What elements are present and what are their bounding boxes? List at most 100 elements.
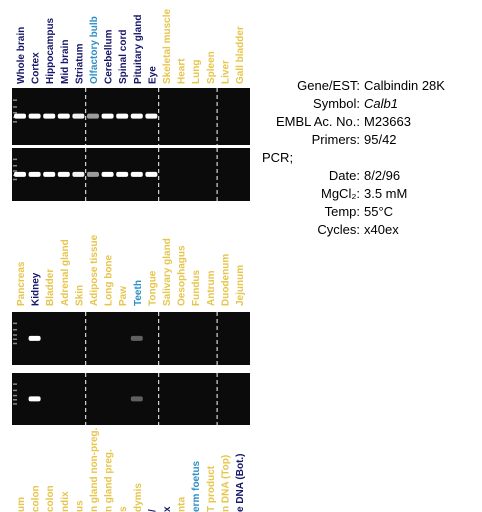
lane-label: Striatum: [74, 43, 85, 84]
band: [130, 171, 143, 177]
lane-label: nta: [177, 497, 188, 512]
lane-label: Cortex: [31, 52, 42, 84]
lane-label: Gall bladder: [235, 26, 246, 84]
lane-label: Skin: [74, 285, 85, 306]
band: [57, 113, 70, 119]
info-label: Temp:: [325, 204, 360, 219]
lane-label: Pituitary gland: [133, 15, 144, 84]
band: [28, 335, 41, 341]
band: [28, 113, 41, 119]
lane-label: Salivary gland: [162, 238, 173, 306]
info-value: 8/2/96: [364, 168, 400, 183]
lane-label: Tongue: [147, 270, 158, 306]
lane-label: erm foetus: [191, 460, 202, 512]
band: [145, 171, 158, 177]
info-value: 95/42: [364, 132, 397, 147]
pcr-heading: PCR;: [262, 150, 293, 165]
band: [28, 396, 41, 402]
band: [43, 113, 56, 119]
band: [72, 171, 85, 177]
band: [101, 113, 114, 119]
ladder-band: [13, 342, 17, 345]
gel: [12, 373, 250, 425]
lane-label: Fundus: [191, 269, 202, 306]
lane-label: ndix: [60, 491, 71, 512]
ladder-band: [13, 106, 17, 108]
lane-label: Duodenum: [220, 254, 231, 306]
ladder-band: [13, 383, 17, 385]
lane-label: Skeletal muscle: [162, 9, 173, 84]
ladder-band: [13, 328, 17, 331]
lane-label: Jejunum: [235, 265, 246, 306]
ladder-band: [13, 158, 17, 161]
ladder-band: [13, 170, 17, 172]
band: [116, 113, 129, 119]
lane-label: T product: [206, 465, 217, 512]
lane-label: colon: [45, 485, 56, 512]
lane-label: Spinal cord: [118, 30, 129, 84]
info-value: 3.5 mM: [364, 186, 407, 201]
lane-label: n gland preg.: [104, 449, 115, 512]
lane-label: Eye: [147, 66, 158, 84]
lane-label: Whole brain: [16, 27, 27, 84]
lane-label: x: [162, 506, 173, 512]
ladder-band: [13, 403, 17, 405]
band: [57, 171, 70, 177]
info-value: M23663: [364, 114, 411, 129]
lane-label: Paw: [118, 286, 129, 306]
lane-label: Spleen: [206, 51, 217, 84]
band: [130, 396, 143, 402]
lane-label: e DNA (Bot.): [235, 453, 246, 512]
info-value: Calb1: [364, 96, 398, 111]
band: [43, 171, 56, 177]
lane-label: s: [118, 506, 129, 512]
ladder-band: [13, 338, 17, 340]
info-block: Gene/EST: Calbindin 28K Symbol: Calb1 EMBL A…: [262, 78, 445, 237]
info-label: EMBL Ac. No.:: [276, 114, 360, 129]
lane-label: Teeth: [133, 280, 144, 306]
ladder-band: [13, 178, 17, 181]
ladder-band: [13, 394, 17, 397]
info-label: Gene/EST:: [297, 78, 360, 93]
lane-label: dymis: [133, 483, 144, 512]
lane-label: colon: [31, 485, 42, 512]
ladder-band: [13, 111, 17, 114]
lane-label: Hippocampus: [45, 17, 56, 84]
ladder-band: [13, 164, 17, 167]
info-label: Cycles:: [317, 222, 360, 237]
lane-label: Adrenal gland: [60, 239, 71, 306]
lane-label: us: [74, 500, 85, 512]
info-label: Date:: [329, 168, 360, 183]
band: [28, 171, 41, 177]
lane-label: Bladder: [45, 269, 56, 306]
band: [87, 113, 99, 119]
lane-label: Pancreas: [16, 261, 27, 306]
info-value: Calbindin 28K: [364, 78, 445, 93]
lane-label: Mid brain: [60, 40, 71, 84]
band: [14, 171, 26, 177]
info-label: MgCl₂:: [321, 186, 360, 201]
ladder-band: [13, 322, 17, 325]
band: [14, 113, 26, 119]
ladder-band: [13, 99, 17, 101]
lane-label: um: [16, 497, 27, 512]
lane-label: Long bone: [104, 254, 115, 306]
lane-label: Kidney: [31, 272, 42, 306]
band: [130, 113, 143, 119]
lane-label: Cerebellum: [104, 29, 115, 84]
band: [72, 113, 85, 119]
lane-label: Adipose tissue: [89, 234, 100, 306]
lane-label: Olfactory bulb: [89, 16, 100, 84]
gel: [12, 312, 250, 365]
info-label: Primers:: [312, 132, 360, 147]
lane-label: n DNA (Top): [220, 455, 231, 512]
band: [145, 113, 158, 119]
band: [101, 171, 114, 177]
lane-label: Lung: [191, 60, 202, 84]
ladder-band: [13, 399, 17, 401]
band: [87, 171, 99, 177]
lane-label: /: [147, 509, 158, 512]
lane-label: Antrum: [206, 270, 217, 306]
info-value: 55°C: [364, 204, 393, 219]
lane-label: Liver: [220, 60, 231, 84]
